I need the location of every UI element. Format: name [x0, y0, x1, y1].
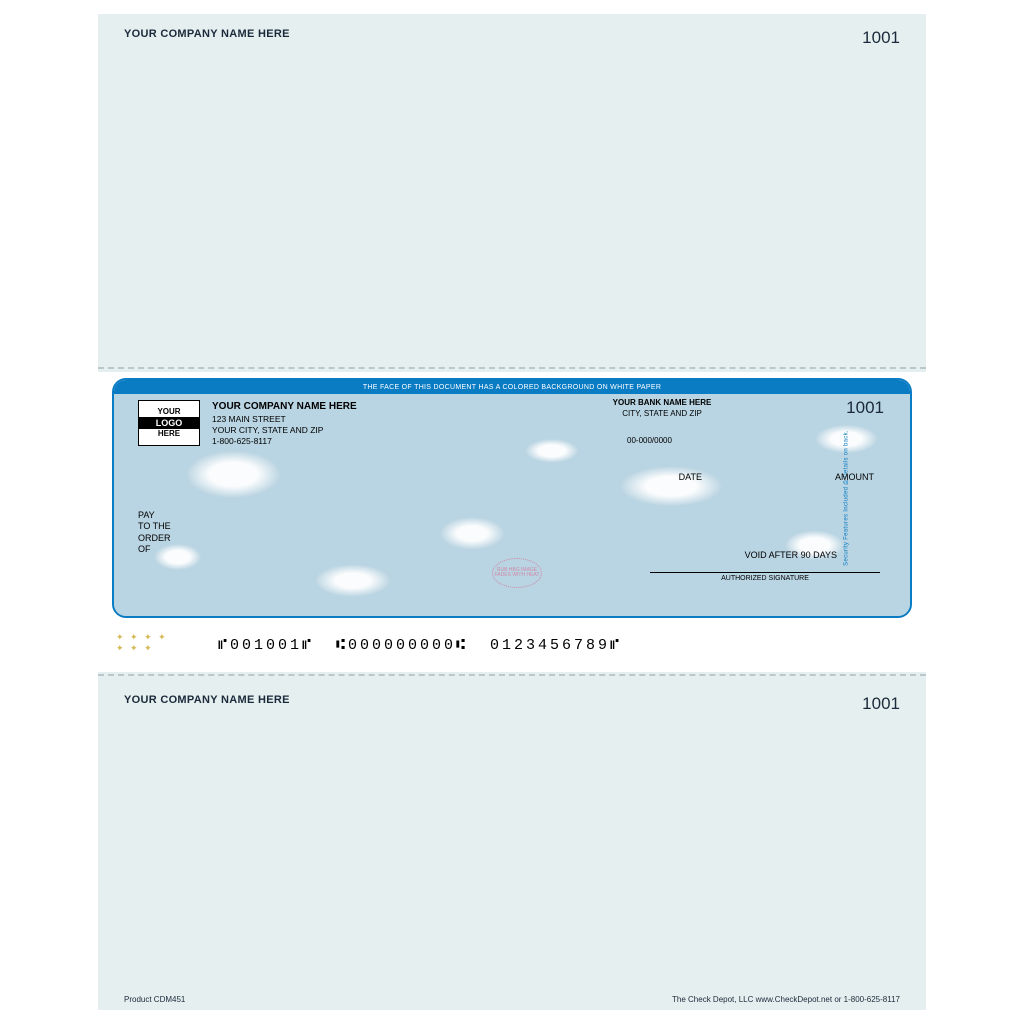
- stub-top: YOUR COMPANY NAME HERE 1001: [98, 14, 926, 362]
- amount-label: AMOUNT: [835, 472, 874, 482]
- stub-top-number: 1001: [862, 28, 900, 48]
- micr-line: ⑈001001⑈ ⑆000000000⑆ 0123456789⑈: [218, 637, 622, 654]
- stub-bottom-header: YOUR COMPANY NAME HERE 1001: [124, 694, 900, 714]
- stub-bottom: YOUR COMPANY NAME HERE 1001: [98, 680, 926, 994]
- company-phone: 1-800-625-8117: [212, 436, 357, 447]
- perforation-bottom: [98, 674, 926, 676]
- check-page: YOUR COMPANY NAME HERE 1001 THE FACE OF …: [98, 14, 926, 1010]
- stub-bottom-company: YOUR COMPANY NAME HERE: [124, 694, 290, 706]
- pay-line3: ORDER: [138, 533, 171, 544]
- pay-line1: PAY: [138, 510, 171, 521]
- date-label: DATE: [679, 472, 702, 482]
- stub-bottom-number: 1001: [862, 694, 900, 714]
- bank-name: YOUR BANK NAME HERE: [562, 398, 762, 409]
- pay-to-block: PAY TO THE ORDER OF: [138, 510, 171, 555]
- bank-block: YOUR BANK NAME HERE CITY, STATE AND ZIP: [562, 398, 762, 420]
- micr-check-no: ⑈001001⑈: [218, 637, 314, 654]
- company-addr1: 123 MAIN STREET: [212, 414, 357, 425]
- pay-line2: TO THE: [138, 521, 171, 532]
- logo-line3: HERE: [158, 429, 180, 439]
- gold-security-dots: ✦ ✦ ✦ ✦✦ ✦ ✦: [116, 632, 176, 650]
- check-frame: THE FACE OF THIS DOCUMENT HAS A COLORED …: [112, 378, 912, 618]
- stub-top-company: YOUR COMPANY NAME HERE: [124, 28, 290, 40]
- check-number: 1001: [846, 398, 884, 418]
- bank-city: CITY, STATE AND ZIP: [562, 409, 762, 420]
- company-name: YOUR COMPANY NAME HERE: [212, 400, 357, 414]
- company-block: YOUR COMPANY NAME HERE 123 MAIN STREET Y…: [212, 400, 357, 448]
- signature-label: AUTHORIZED SIGNATURE: [721, 575, 809, 582]
- check-band: THE FACE OF THIS DOCUMENT HAS A COLORED …: [98, 372, 926, 672]
- security-strip-text: THE FACE OF THIS DOCUMENT HAS A COLORED …: [363, 384, 661, 391]
- check-content: YOUR LOGO HERE YOUR COMPANY NAME HERE 12…: [132, 394, 892, 606]
- stub-top-header: YOUR COMPANY NAME HERE 1001: [124, 28, 900, 48]
- signature-line: AUTHORIZED SIGNATURE: [650, 572, 880, 582]
- perforation-top: [98, 367, 926, 369]
- vendor-info: The Check Depot, LLC www.CheckDepot.net …: [672, 995, 900, 1004]
- security-strip: THE FACE OF THIS DOCUMENT HAS A COLORED …: [114, 380, 910, 394]
- company-addr2: YOUR CITY, STATE AND ZIP: [212, 425, 357, 436]
- product-code: Product CDM451: [124, 995, 185, 1004]
- micr-account: 0123456789⑈: [490, 637, 622, 654]
- fraction-routing: 00-000/0000: [627, 436, 672, 445]
- micr-routing: ⑆000000000⑆: [336, 637, 468, 654]
- pay-line4: OF: [138, 544, 171, 555]
- page-footer: Product CDM451 The Check Depot, LLC www.…: [98, 995, 926, 1004]
- heat-seal: RUB HBG IMAGE FADES WITH HEAT: [492, 558, 542, 588]
- void-label: VOID AFTER 90 DAYS: [745, 550, 837, 560]
- logo-line2: LOGO: [139, 417, 199, 430]
- logo-line1: YOUR: [157, 407, 180, 417]
- logo-placeholder: YOUR LOGO HERE: [138, 400, 200, 446]
